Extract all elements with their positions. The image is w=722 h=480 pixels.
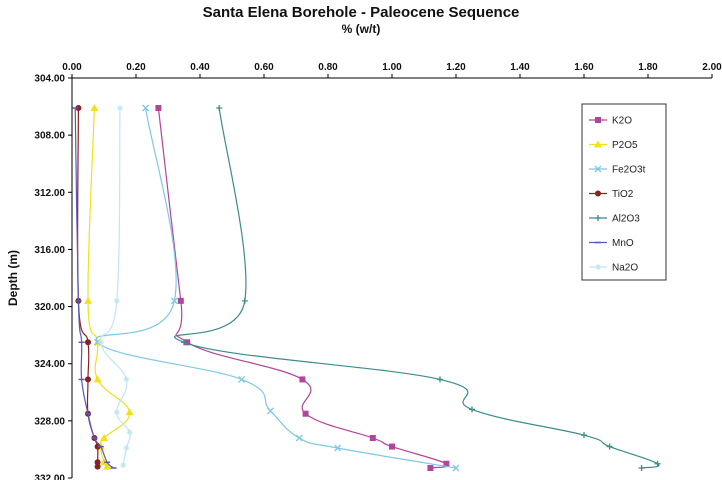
data-point-al2o3 <box>581 432 587 439</box>
y-tick-label: 324.00 <box>34 359 65 370</box>
data-point-p2o5 <box>125 408 134 416</box>
legend-marker-k2o <box>595 117 601 123</box>
data-point-na2o <box>97 339 104 346</box>
legend-marker-tio2 <box>595 190 601 197</box>
data-point-tio2 <box>94 459 101 466</box>
data-point-fe2o3t <box>295 434 303 442</box>
data-point-na2o <box>123 445 130 451</box>
y-tick-label: 332.00 <box>34 474 65 480</box>
y-tick-label: 304.00 <box>34 74 65 85</box>
data-point-tio2 <box>85 339 91 346</box>
x-tick-label: 1.80 <box>638 62 658 73</box>
data-point-al2o3 <box>437 376 443 383</box>
x-tick-label: 1.60 <box>574 62 594 73</box>
y-tick-label: 320.00 <box>34 302 65 313</box>
data-point-fe2o3t <box>266 407 274 415</box>
legend-marker-fe2o3t <box>594 165 602 173</box>
data-point-al2o3 <box>241 297 248 304</box>
data-point-al2o3 <box>469 406 475 413</box>
x-tick-label: 0.60 <box>254 62 274 73</box>
legend-label-k2o: K2O <box>612 116 632 127</box>
legend-marker-al2o3 <box>595 215 601 221</box>
data-point-p2o5 <box>93 375 102 383</box>
data-point-al2o3 <box>216 105 223 111</box>
y-axis-label: Depth (m) <box>6 250 20 306</box>
data-point-fe2o3t <box>452 464 460 472</box>
data-point-p2o5 <box>90 104 99 111</box>
legend-marker-na2o <box>595 264 601 270</box>
x-tick-label: 0.20 <box>126 62 146 73</box>
series-line-p2o5 <box>87 107 131 467</box>
legend-label-na2o: Na2O <box>612 263 638 274</box>
data-point-fe2o3t <box>94 338 102 346</box>
x-tick-label: 1.00 <box>382 62 402 73</box>
series-line-mno <box>74 107 114 469</box>
data-point-k2o <box>155 105 162 111</box>
data-point-fe2o3t <box>142 104 150 112</box>
data-point-na2o <box>126 429 133 436</box>
x-axis-label: % (w/t) <box>341 22 381 36</box>
legend-label-tio2: TiO2 <box>612 189 634 200</box>
data-point-fe2o3t <box>334 444 342 452</box>
legend-marker-p2o5 <box>594 140 602 148</box>
data-point-p2o5 <box>84 296 92 304</box>
y-tick-label: 308.00 <box>34 131 65 142</box>
data-point-k2o <box>389 443 395 450</box>
legend-label-fe2o3t: Fe2O3t <box>612 165 646 176</box>
x-tick-label: 0.00 <box>62 62 82 73</box>
data-point-tio2 <box>75 105 82 111</box>
series-line-fe2o3t <box>95 107 457 469</box>
data-point-k2o <box>369 435 376 441</box>
x-tick-label: 2.00 <box>702 62 722 73</box>
series-line-na2o <box>100 107 131 466</box>
data-point-al2o3 <box>606 443 613 450</box>
x-tick-label: 0.40 <box>190 62 210 73</box>
series-line-al2o3 <box>174 107 660 469</box>
data-point-al2o3 <box>654 460 661 467</box>
data-point-p2o5 <box>103 462 112 470</box>
x-tick-label: 1.40 <box>510 62 530 73</box>
y-tick-label: 312.00 <box>34 188 65 199</box>
data-point-na2o <box>117 105 123 111</box>
data-point-na2o <box>113 409 120 416</box>
data-point-tio2 <box>85 376 91 383</box>
data-point-al2o3 <box>181 339 187 346</box>
data-point-tio2 <box>94 463 101 470</box>
x-tick-label: 0.80 <box>318 62 338 73</box>
data-point-k2o <box>427 465 434 471</box>
data-point-na2o <box>123 376 130 383</box>
data-point-p2o5 <box>100 434 108 441</box>
legend-label-al2o3: Al2O3 <box>612 214 640 225</box>
legend-label-mno: MnO <box>612 238 634 249</box>
data-point-p2o5 <box>100 458 108 466</box>
data-point-na2o <box>120 462 127 469</box>
data-point-fe2o3t <box>238 375 246 383</box>
data-point-k2o <box>302 410 309 417</box>
chart-title: Santa Elena Borehole - Paleocene Sequenc… <box>202 4 520 21</box>
data-point-fe2o3t <box>170 297 178 305</box>
y-tick-label: 316.00 <box>34 245 65 256</box>
data-point-al2o3 <box>638 465 645 471</box>
data-point-na2o <box>113 297 120 304</box>
y-tick-label: 328.00 <box>34 416 65 427</box>
legend-label-p2o5: P2O5 <box>612 140 638 151</box>
data-point-k2o <box>184 339 191 346</box>
data-point-k2o <box>177 297 184 304</box>
x-tick-label: 1.20 <box>446 62 466 73</box>
data-point-k2o <box>443 460 450 467</box>
data-point-k2o <box>299 376 306 383</box>
